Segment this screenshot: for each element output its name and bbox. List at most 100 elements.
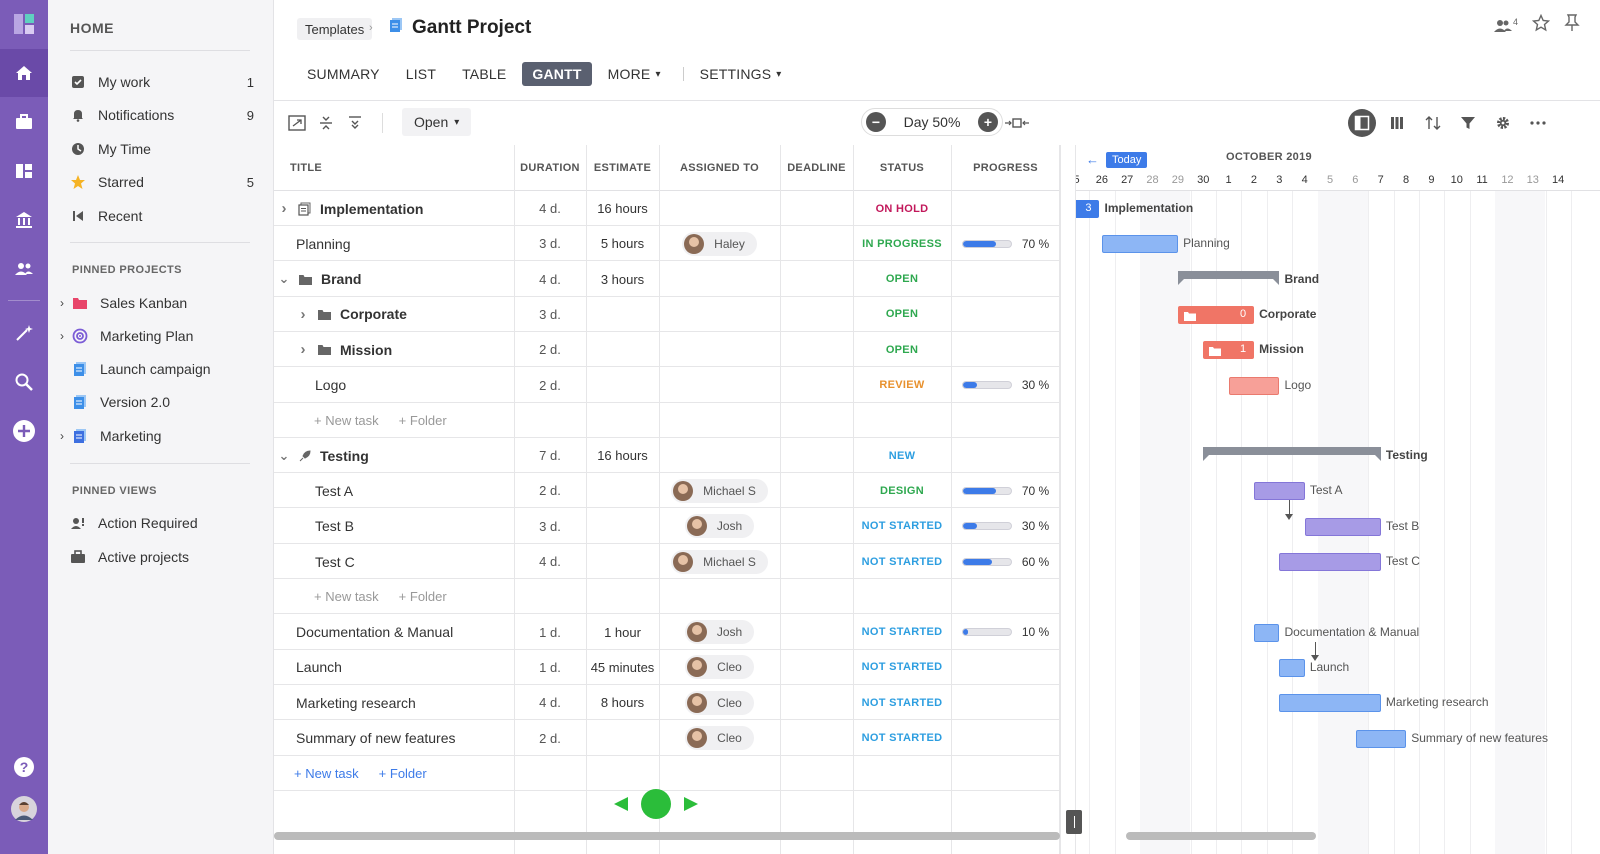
chevron-down-icon[interactable]: ⌄ — [278, 271, 290, 287]
chevron-right-icon[interactable]: › — [300, 305, 306, 323]
splitter-handle[interactable] — [1066, 810, 1082, 834]
task-title-cell[interactable]: Test A — [315, 473, 353, 508]
assigned-cell[interactable]: Cleo — [659, 650, 780, 685]
task-title-cell[interactable]: Test C — [315, 544, 355, 579]
chevron-right-icon[interactable]: › — [281, 200, 287, 217]
table-row[interactable]: Test A 2 d. Michael S DESIGN 70 % — [274, 473, 1060, 509]
estimate-cell[interactable] — [586, 368, 659, 403]
table-row[interactable]: Marketing research 4 d. 8 hours Cleo NOT STA… — [274, 685, 1060, 721]
duration-cell[interactable]: 2 d. — [539, 483, 561, 499]
deadline-cell[interactable] — [780, 615, 853, 650]
table-row[interactable]: Test C 4 d. Michael S NOT STARTED 60 % — [274, 544, 1060, 579]
duration-cell[interactable]: 2 d. — [539, 342, 561, 358]
estimate-cell[interactable] — [586, 297, 659, 332]
assignee-chip[interactable]: Josh — [684, 514, 755, 539]
help-icon[interactable]: ? — [0, 743, 48, 791]
duration-cell[interactable]: 4 d. — [539, 554, 561, 569]
collapse-all-icon[interactable] — [316, 113, 336, 133]
open-filter-dropdown[interactable]: Open ▾ — [402, 108, 472, 136]
expand-all-icon[interactable] — [345, 113, 365, 133]
sidebar-item-recent[interactable]: Recent — [70, 205, 254, 227]
new-item-row[interactable]: + New task + Folder — [274, 403, 1060, 438]
duration-cell[interactable]: 4 d. — [539, 201, 561, 216]
status-cell[interactable]: NOT STARTED — [853, 615, 951, 650]
tab-summary[interactable]: SUMMARY — [307, 66, 380, 82]
arrow-right-icon[interactable] — [684, 797, 698, 811]
assignee-chip[interactable]: Cleo — [685, 655, 754, 680]
estimate-cell[interactable] — [586, 332, 659, 367]
gantt-bar[interactable] — [1254, 623, 1280, 642]
sidebar-home-title[interactable]: HOME — [70, 20, 114, 36]
status-cell[interactable]: NOT STARTED — [853, 544, 951, 579]
sidebar-view-active-projects[interactable]: Active projects — [70, 546, 254, 568]
chevron-right-icon[interactable]: › — [300, 341, 306, 359]
status-cell[interactable]: DESIGN — [853, 473, 951, 508]
estimate-cell[interactable] — [586, 721, 659, 756]
magic-wand-icon[interactable] — [0, 309, 48, 357]
arrow-left-icon[interactable] — [614, 797, 628, 811]
estimate-cell[interactable]: 16 hours — [597, 448, 648, 464]
gantt-bar[interactable] — [1254, 482, 1305, 501]
pane-splitter[interactable] — [1060, 145, 1076, 854]
duration-cell[interactable]: 2 d. — [539, 730, 561, 746]
zoom-in-button[interactable]: + — [978, 112, 998, 132]
gantt-bar[interactable] — [1279, 553, 1381, 571]
sidebar-project-version-2[interactable]: Version 2.0 — [72, 391, 256, 413]
tab-table[interactable]: TABLE — [462, 66, 507, 82]
zoom-out-button[interactable]: − — [866, 112, 886, 132]
sidebar-item-my-time[interactable]: My Time — [70, 138, 254, 160]
duration-cell[interactable]: 1 d. — [539, 624, 561, 640]
status-cell[interactable]: NEW — [853, 438, 951, 473]
column-header-title[interactable]: TITLE — [274, 145, 514, 191]
new-folder-link[interactable]: + Folder — [398, 412, 447, 428]
progress-cell[interactable]: 30 % — [951, 509, 1060, 544]
table-row[interactable]: ⌄ Testing 7 d. 16 hours NEW — [274, 438, 1060, 474]
gantt-bar[interactable] — [1228, 376, 1280, 395]
table-horizontal-scrollbar[interactable] — [274, 832, 1060, 840]
assigned-cell[interactable] — [659, 191, 780, 226]
new-task-link[interactable]: + New task — [314, 412, 379, 428]
chevron-right-icon[interactable]: › — [60, 296, 64, 310]
deadline-cell[interactable] — [780, 721, 853, 756]
progress-cell[interactable] — [951, 332, 1060, 367]
assigned-cell[interactable]: Cleo — [659, 685, 780, 720]
status-cell[interactable]: OPEN — [853, 332, 951, 367]
estimate-cell[interactable]: 16 hours — [597, 201, 648, 216]
progress-cell[interactable] — [951, 262, 1060, 297]
status-cell[interactable]: REVIEW — [853, 368, 951, 403]
deadline-cell[interactable] — [780, 226, 853, 261]
table-row[interactable]: › Mission 2 d. OPEN — [274, 332, 1060, 368]
sidebar-project-marketing[interactable]: › Marketing — [60, 425, 256, 447]
search-icon[interactable] — [0, 358, 48, 406]
table-row[interactable]: Test B 3 d. Josh NOT STARTED 30 % — [274, 509, 1060, 544]
progress-cell[interactable]: 70 % — [951, 473, 1060, 508]
tab-more[interactable]: MORE ▾ — [598, 62, 671, 86]
status-cell[interactable]: NOT STARTED — [853, 721, 951, 756]
progress-cell[interactable] — [951, 650, 1060, 685]
status-cell[interactable]: ON HOLD — [853, 191, 951, 226]
new-item-row[interactable]: + New task + Folder — [274, 579, 1060, 615]
columns-icon[interactable] — [1387, 113, 1407, 133]
task-title-cell[interactable]: ⌄ Testing — [278, 438, 369, 473]
task-title-cell[interactable]: Marketing research — [296, 685, 416, 720]
estimate-cell[interactable] — [586, 509, 659, 544]
fullscreen-icon[interactable] — [287, 113, 307, 133]
chevron-right-icon[interactable]: › — [60, 429, 64, 443]
gantt-bar[interactable] — [1279, 658, 1305, 677]
app-logo-icon[interactable] — [0, 0, 48, 48]
status-cell[interactable]: OPEN — [853, 297, 951, 332]
assigned-cell[interactable]: Cleo — [659, 721, 780, 756]
task-title-cell[interactable]: › Corporate — [297, 297, 407, 332]
table-row[interactable]: Launch 1 d. 45 minutes Cleo NOT STARTED — [274, 650, 1060, 685]
sidebar-view-action-required[interactable]: Action Required — [70, 512, 254, 534]
column-header-duration[interactable]: DURATION — [514, 145, 586, 191]
table-row[interactable]: Logo 2 d. REVIEW 30 % — [274, 368, 1060, 403]
table-row[interactable]: › Corporate 3 d. OPEN — [274, 297, 1060, 332]
assignee-chip[interactable]: Haley — [682, 231, 757, 256]
duration-cell[interactable]: 4 d. — [539, 695, 561, 711]
new-folder-link[interactable]: + Folder — [398, 589, 447, 605]
column-header-progress[interactable]: PROGRESS — [951, 145, 1060, 191]
duration-cell[interactable]: 4 d. — [539, 271, 561, 287]
tab-gantt[interactable]: GANTT — [522, 62, 592, 86]
split-view-icon[interactable] — [1348, 109, 1376, 137]
